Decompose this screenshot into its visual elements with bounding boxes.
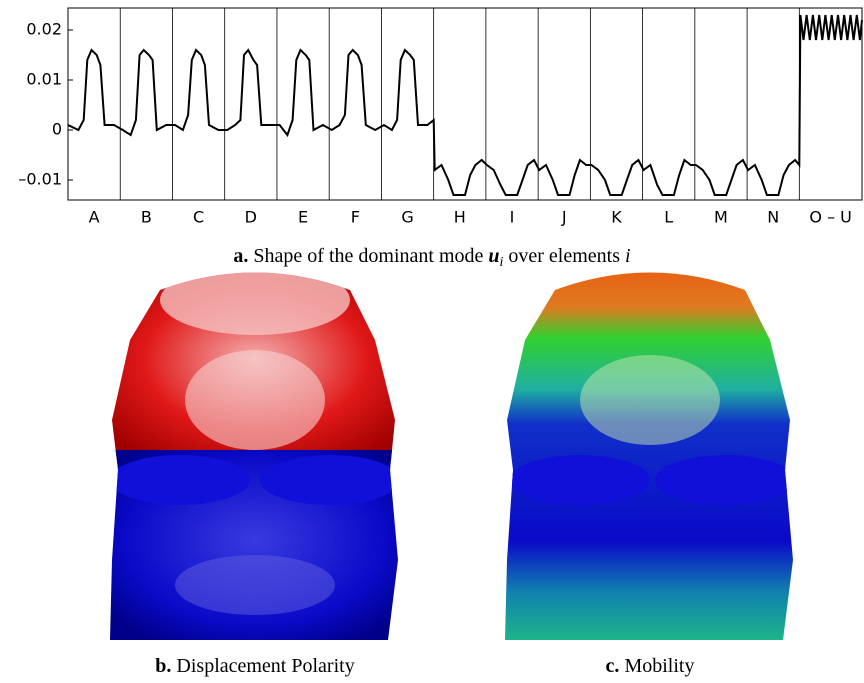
y-tick-label: 0.01 xyxy=(26,70,62,89)
x-category-label: E xyxy=(298,208,308,227)
blue-lobe xyxy=(510,455,650,505)
caption-label: a. xyxy=(233,245,248,267)
x-category-label: H xyxy=(454,208,466,227)
x-category-label: I xyxy=(510,208,515,227)
caption-symbol: u xyxy=(488,245,499,267)
caption-label: b. xyxy=(155,655,171,677)
blue-core xyxy=(175,555,335,615)
x-category-label: B xyxy=(141,208,152,227)
plot-frame xyxy=(67,7,863,201)
protein-displacement xyxy=(110,272,398,640)
mobility-region xyxy=(505,272,793,640)
x-category-label: L xyxy=(664,208,673,227)
caption-b: b. Displacement Polarity xyxy=(155,655,354,677)
protein-mobility xyxy=(505,272,793,640)
caption-text: over elements xyxy=(508,245,620,267)
red-core xyxy=(185,350,325,450)
x-category-label: N xyxy=(767,208,779,227)
caption-text: Displacement Polarity xyxy=(176,655,354,677)
caption-subscript: i xyxy=(500,255,504,270)
chart-a: –0.01 0 0.01 0.02 A B C D E F G H I J K L M N O – U xyxy=(18,7,863,227)
blue-lobe xyxy=(655,455,793,505)
caption-c: c. Mobility xyxy=(606,655,695,677)
x-category-label: M xyxy=(714,208,728,227)
caption-text: Mobility xyxy=(624,655,694,677)
x-category-label: J xyxy=(561,208,567,227)
x-category-label: D xyxy=(245,208,257,227)
x-category-label: A xyxy=(89,208,100,227)
mobility-core xyxy=(580,355,720,445)
x-category-label: G xyxy=(401,208,413,227)
x-category-label: O – U xyxy=(809,208,851,227)
x-category-label: C xyxy=(193,208,204,227)
red-cap xyxy=(160,272,350,335)
caption-a: a. Shape of the dominant mode ui over el… xyxy=(233,245,630,271)
caption-text: Shape of the dominant mode xyxy=(253,245,483,267)
caption-index: i xyxy=(625,245,631,267)
x-category-label: F xyxy=(351,208,360,227)
mode-line xyxy=(67,14,863,196)
y-tick-label: 0 xyxy=(52,120,62,139)
caption-label: c. xyxy=(606,655,620,677)
x-category-label: K xyxy=(611,208,622,227)
blue-lobe xyxy=(260,455,398,505)
y-tick-label: 0.02 xyxy=(26,20,62,39)
y-tick-label: –0.01 xyxy=(18,170,62,189)
blue-lobe xyxy=(110,455,250,505)
